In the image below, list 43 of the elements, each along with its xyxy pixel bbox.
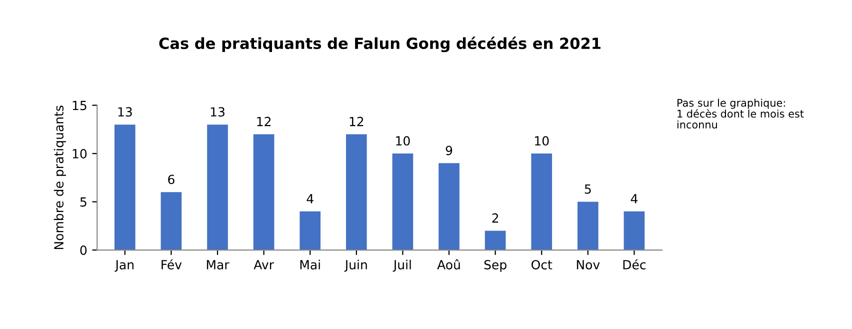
x-tick-label: Mar [206,260,230,270]
x-tick-label: Aoû [437,259,460,270]
data-label: 13 [210,107,224,117]
bar [253,134,274,250]
x-tick-label: Déc [623,259,646,270]
x-tick-label: Jan [114,260,134,272]
x-tick-label: Sep [484,260,506,272]
y-tick-label: 10 [72,149,87,158]
x-tick-label: Fév [162,259,182,270]
x-tick-label: Nov [576,260,600,270]
data-label: 6 [168,174,174,184]
data-label: 4 [630,194,638,204]
bar [160,192,182,250]
bar [300,211,321,250]
y-tick-label: 5 [80,197,86,207]
chart-title: Cas de pratiquants de Falun Gong décédés en 2021 [159,36,600,52]
data-label: 4 [306,194,314,204]
y-axis-title: Nombre de pratiquants [54,106,66,250]
x-tick-label: Oct [532,260,552,270]
y-tick-label: 15 [72,100,86,110]
bar [531,154,552,250]
x-tick-label: Mai [300,260,320,270]
data-label: 5 [584,184,591,194]
data-label: 12 [350,116,364,126]
bar [484,230,506,250]
bar [207,124,228,250]
bar [578,202,598,250]
x-tick-label: Juin [344,260,367,272]
bar [392,154,414,250]
bar [346,134,367,250]
x-tick-label: Avr [254,260,274,270]
data-label: 9 [446,146,452,156]
data-label: 12 [257,116,271,126]
data-label: 13 [118,107,132,117]
bar [114,124,136,250]
y-tick-label: 0 [80,246,87,255]
bar [624,211,645,250]
data-label: 10 [396,136,410,146]
data-label: 10 [535,136,549,146]
text: Pas sur le graphique: 1 décès dont le mois est inconnu [677,98,804,129]
bar [438,163,460,250]
data-label: 2 [492,213,498,223]
x-tick-label: Juil [392,260,411,272]
